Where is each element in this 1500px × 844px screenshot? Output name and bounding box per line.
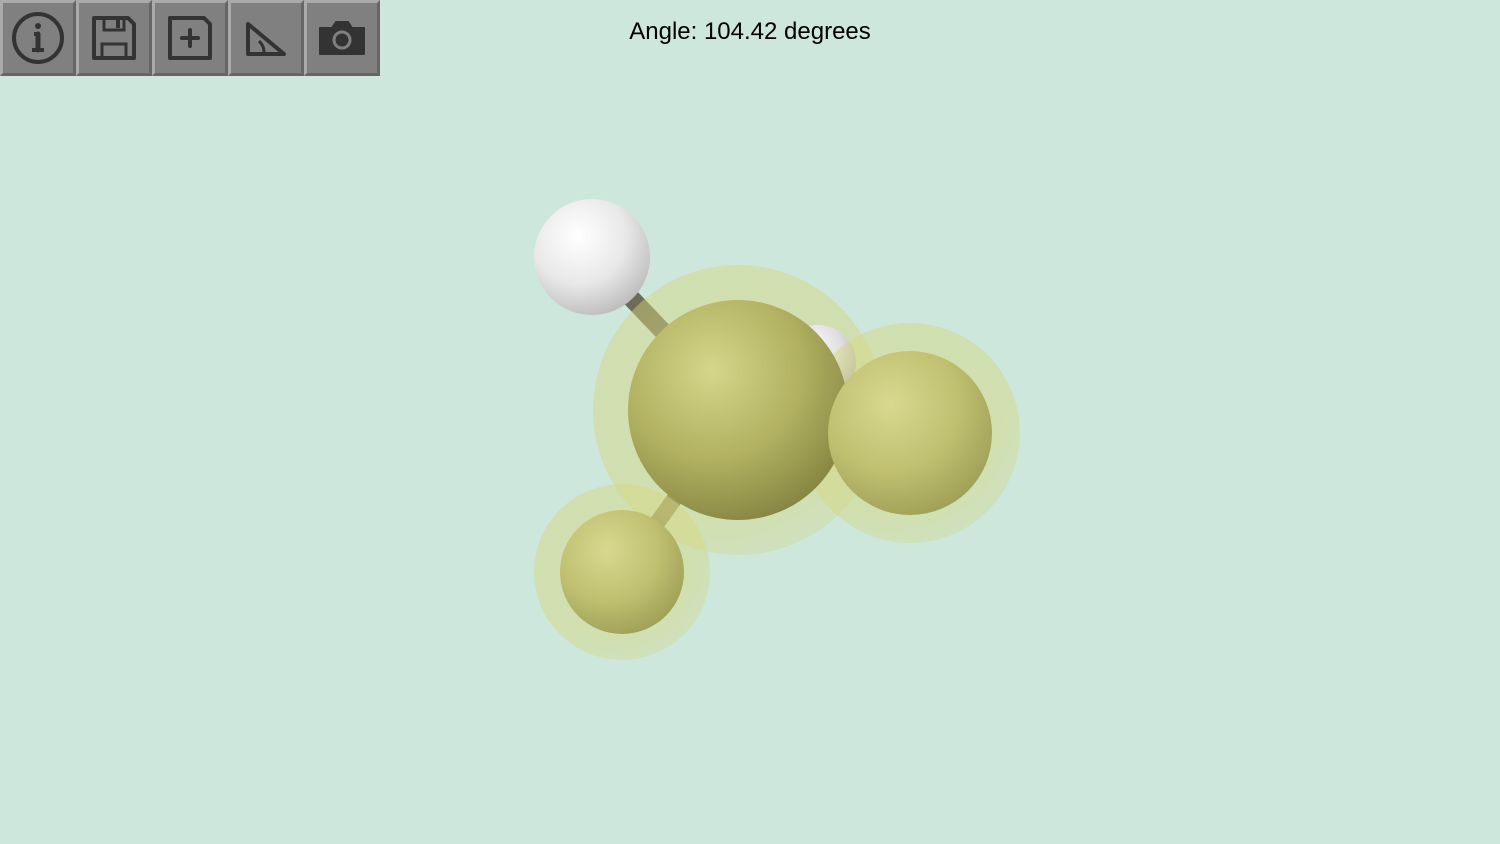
save-icon [86, 10, 142, 66]
atom-white1[interactable] [534, 199, 650, 315]
atom-center[interactable] [628, 300, 848, 520]
atom-yellow-bottom[interactable] [560, 510, 684, 634]
selection-halo [800, 323, 1020, 543]
bond [737, 401, 911, 442]
atom-yellow-right[interactable] [828, 351, 992, 515]
molecule-viewport[interactable] [0, 0, 1500, 844]
open-icon [162, 10, 218, 66]
info-icon [10, 10, 66, 66]
save-button[interactable] [76, 0, 152, 76]
selection-halo [534, 484, 710, 660]
open-button[interactable] [152, 0, 228, 76]
bond [616, 405, 745, 576]
atom-white2[interactable] [780, 325, 856, 401]
angle-icon [238, 10, 294, 66]
camera-button[interactable] [304, 0, 380, 76]
selection-halo [593, 265, 883, 555]
toolbar [0, 0, 380, 76]
angle-measurement: Angle: 104.42 degrees [629, 18, 871, 46]
bond [734, 357, 821, 416]
info-button[interactable] [0, 0, 76, 76]
camera-icon [314, 10, 370, 66]
bond [585, 251, 744, 416]
angle-button[interactable] [228, 0, 304, 76]
